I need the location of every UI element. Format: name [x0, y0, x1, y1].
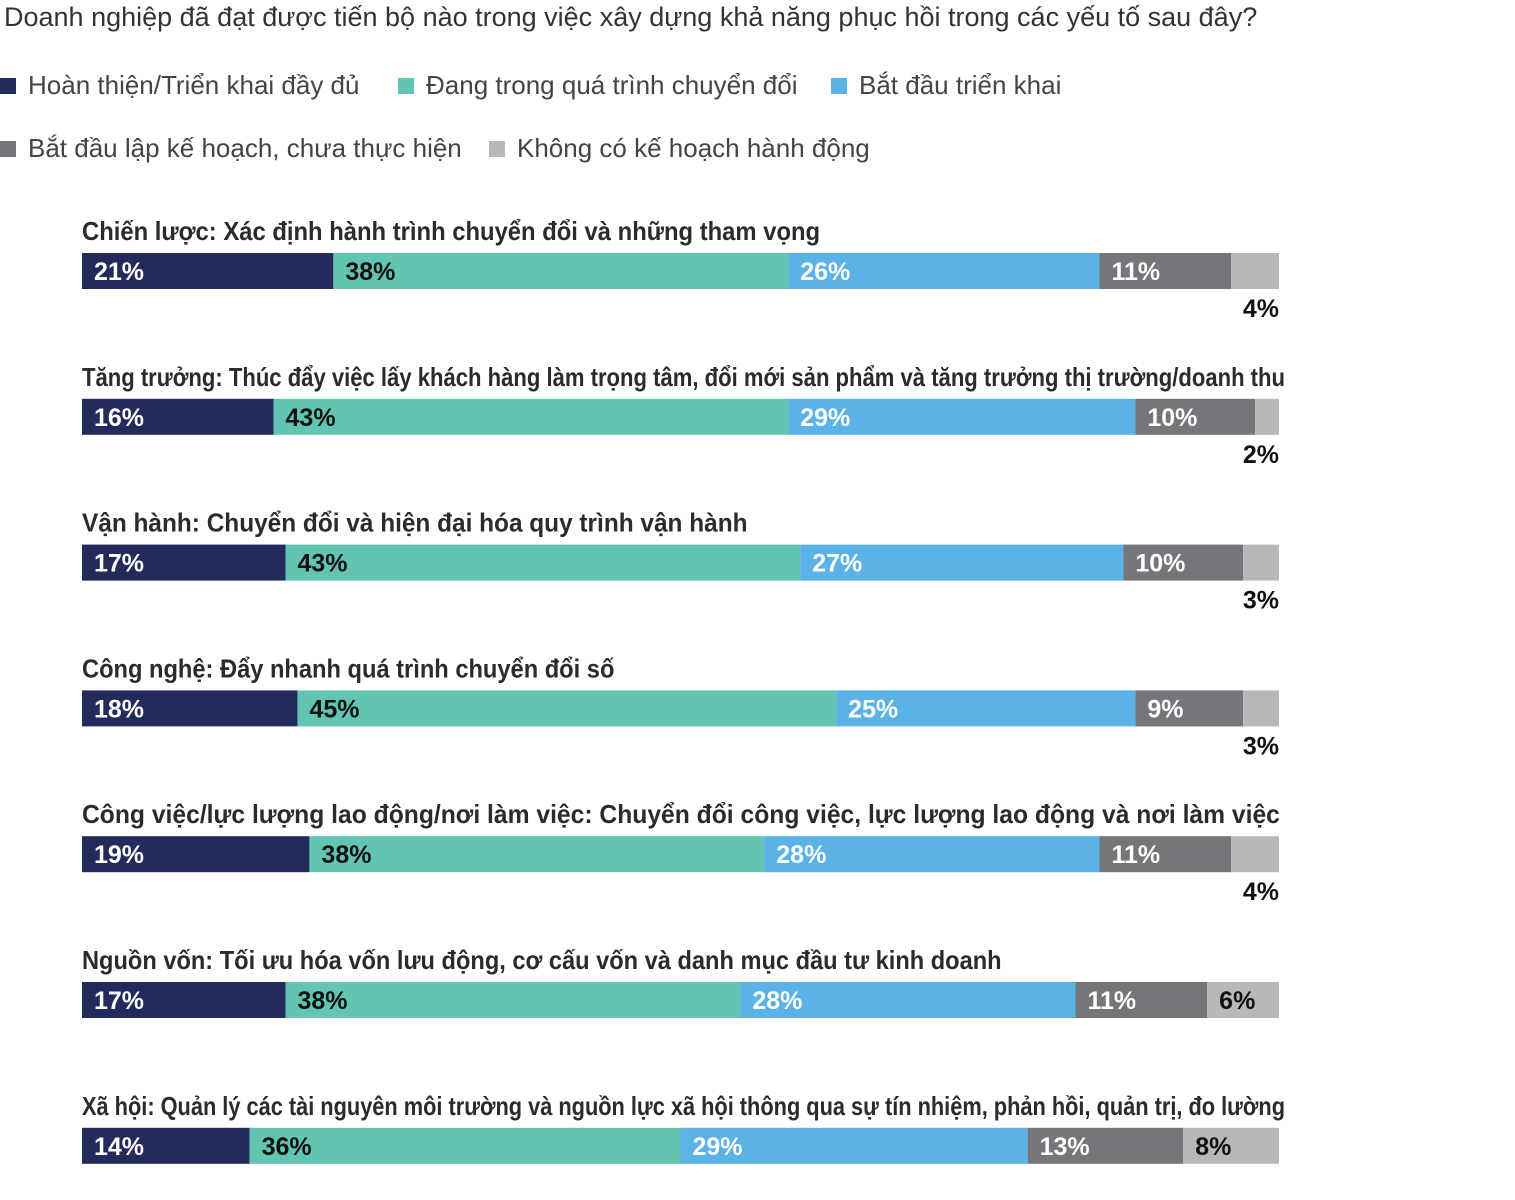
legend-label: Bắt đầu lập kế hoạch, chưa thực hiện	[28, 133, 462, 163]
bar-segment	[680, 1127, 1028, 1164]
bar-segment	[1243, 690, 1279, 727]
bar-segment	[836, 690, 1136, 727]
bar-segment	[82, 544, 286, 581]
data-label: 14%	[94, 1133, 144, 1161]
bar-segment	[764, 836, 1100, 873]
data-label: 10%	[1147, 404, 1197, 432]
data-label: 43%	[286, 404, 336, 432]
legend-label: Hoàn thiện/Triển khai đầy đủ	[28, 70, 360, 100]
data-label: 29%	[693, 1133, 743, 1161]
bar-segment	[285, 982, 741, 1018]
bar-segment	[82, 836, 310, 873]
category-label: Tăng trưởng: Thúc đẩy việc lấy khách hàn…	[82, 362, 1285, 392]
data-label: 10%	[1135, 550, 1185, 578]
legend-swatch	[0, 140, 16, 157]
data-label: 16%	[94, 404, 144, 432]
legend-label: Không có kế hoạch hành động	[517, 133, 870, 163]
data-label: 25%	[848, 695, 898, 723]
legend: Hoàn thiện/Triển khai đầy đủ Đang trong q…	[0, 0, 1515, 190]
data-label: 3%	[1243, 732, 1279, 760]
data-label: 17%	[94, 987, 144, 1015]
data-label: 21%	[94, 258, 144, 286]
bar-segment	[1243, 544, 1279, 581]
legend-item: Bắt đầu triển khai	[831, 70, 1061, 101]
bar-segment	[788, 253, 1100, 289]
legend-item: Đang trong quá trình chuyển đổi	[398, 70, 797, 101]
bar-segment	[1255, 398, 1279, 435]
category-label: Nguồn vốn: Tối ưu hóa vốn lưu động, cơ c…	[82, 945, 1002, 975]
data-label: 17%	[94, 550, 144, 578]
data-label: 13%	[1040, 1133, 1090, 1161]
data-label: 4%	[1243, 295, 1279, 323]
data-label: 3%	[1243, 587, 1279, 615]
legend-label: Bắt đầu triển khai	[859, 70, 1062, 100]
bar-segment	[800, 544, 1124, 581]
legend-swatch	[0, 77, 16, 94]
bar-segment	[1231, 836, 1279, 873]
bar-segment	[1099, 253, 1232, 289]
data-label: 6%	[1219, 987, 1255, 1015]
legend-item: Bắt đầu lập kế hoạch, chưa thực hiện	[0, 133, 462, 164]
data-label: 26%	[800, 258, 850, 286]
data-label: 36%	[262, 1133, 312, 1161]
data-label: 9%	[1147, 695, 1183, 723]
legend-label: Đang trong quá trình chuyển đổi	[426, 70, 798, 100]
data-label: 8%	[1195, 1133, 1231, 1161]
data-label: 11%	[1088, 987, 1137, 1015]
data-label: 43%	[297, 550, 347, 578]
bar-segment	[1099, 836, 1232, 873]
data-label: 29%	[800, 404, 850, 432]
bar-segment	[333, 253, 789, 289]
data-label: 38%	[345, 258, 395, 286]
bar-segment	[1183, 1127, 1279, 1164]
bar-segment	[297, 690, 837, 727]
category-label: Công nghệ: Đẩy nhanh quá trình chuyển đổ…	[82, 653, 615, 683]
data-label: 19%	[94, 841, 144, 869]
data-label: 38%	[297, 987, 347, 1015]
bar-segment	[82, 690, 298, 727]
data-label: 2%	[1243, 441, 1279, 469]
legend-swatch	[489, 140, 505, 157]
bar-segment	[82, 982, 286, 1018]
category-label: Chiến lược: Xác định hành trình chuyển đ…	[82, 216, 820, 246]
legend-swatch	[398, 77, 414, 94]
data-label: 27%	[812, 550, 862, 578]
category-label: Xã hội: Quản lý các tài nguyên môi trườn…	[82, 1091, 1285, 1121]
data-label: 38%	[321, 841, 371, 869]
category-label: Công việc/lực lượng lao động/nơi làm việ…	[82, 799, 1280, 829]
data-label: 45%	[309, 695, 359, 723]
bar-segment	[1207, 982, 1279, 1018]
data-label: 11%	[1111, 841, 1160, 869]
legend-item: Không có kế hoạch hành động	[489, 133, 870, 164]
category-label: Vận hành: Chuyển đổi và hiện đại hóa quy…	[82, 508, 748, 538]
bar-segment	[1075, 982, 1208, 1018]
data-label: 11%	[1111, 258, 1160, 286]
data-label: 28%	[752, 987, 802, 1015]
bar-segment	[1123, 544, 1244, 581]
bar-segment	[82, 1127, 250, 1164]
legend-swatch	[831, 77, 847, 94]
bar-segment	[82, 253, 334, 289]
bar-segment	[1231, 253, 1279, 289]
data-label: 4%	[1243, 878, 1279, 906]
bar-segment	[1027, 1127, 1184, 1164]
data-label: 18%	[94, 695, 144, 723]
legend-item: Hoàn thiện/Triển khai đầy đủ	[0, 70, 359, 101]
bar-segment	[309, 836, 765, 873]
bar-segment	[273, 398, 789, 435]
bar-segment	[285, 544, 801, 581]
bar-segment	[788, 398, 1136, 435]
bar-segment	[1135, 398, 1256, 435]
bar-segment	[82, 398, 274, 435]
data-label: 28%	[776, 841, 826, 869]
bar-segment	[740, 982, 1076, 1018]
bar-segment	[1135, 690, 1244, 727]
chart-title: Doanh nghiệp đã đạt được tiến bộ nào tro…	[4, 2, 1258, 32]
bar-segment	[249, 1127, 681, 1164]
